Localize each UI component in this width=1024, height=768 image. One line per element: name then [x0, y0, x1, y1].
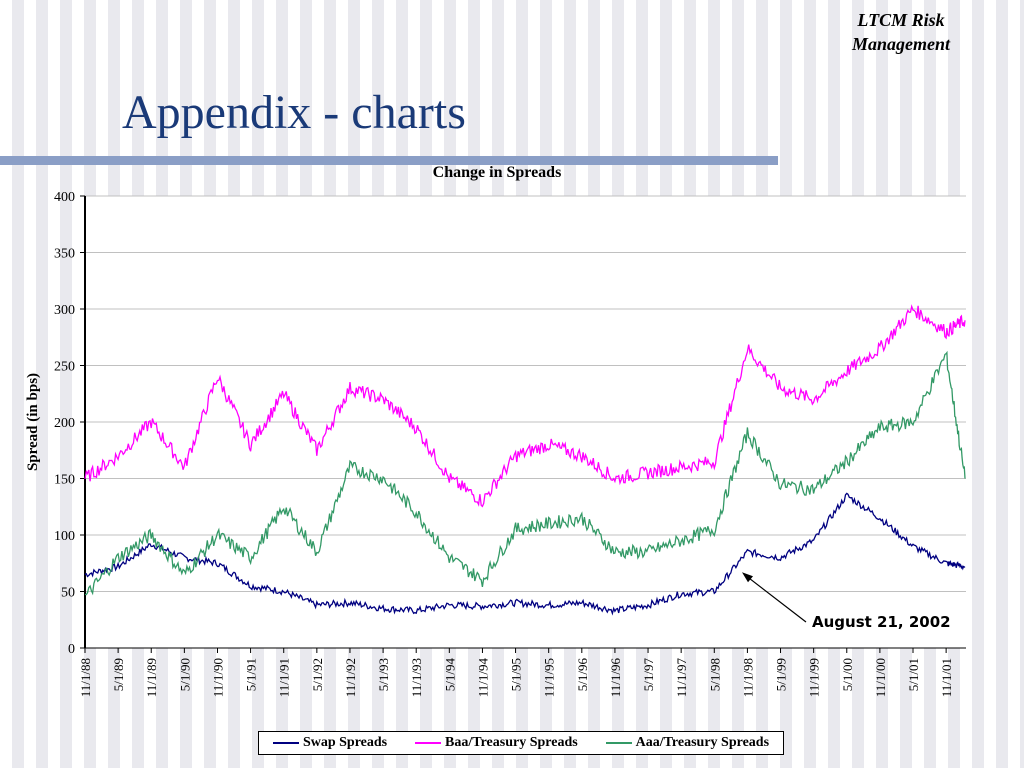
y-tick-label: 400 [54, 190, 75, 205]
presenter-label: LTCM Risk Management [826, 8, 976, 56]
x-tick-label: 5/1/97 [641, 658, 656, 692]
x-tick-label: 5/1/89 [111, 658, 126, 691]
x-tick-label: 11/1/97 [674, 658, 689, 698]
x-tick-label: 11/1/99 [807, 658, 822, 697]
x-tick-label: 11/1/90 [210, 658, 225, 697]
y-tick-label: 200 [54, 416, 75, 431]
y-tick-label: 50 [61, 586, 75, 601]
x-tick-label: 5/1/90 [177, 658, 192, 691]
legend-swatch-swap [272, 742, 299, 744]
y-axis-label: Spread (in bps) [25, 373, 41, 471]
x-tick-label: 5/1/00 [840, 658, 855, 691]
legend-item-aaa: Aaa/Treasury Spreads [605, 735, 770, 751]
x-tick-label: 5/1/92 [310, 658, 325, 691]
series-line-0 [84, 492, 966, 616]
title-rule [0, 156, 778, 165]
annotation-arrow-line [747, 576, 807, 623]
y-tick-label: 0 [68, 642, 75, 657]
x-tick-label: 11/1/91 [277, 658, 292, 697]
x-tick-label: 5/1/94 [442, 658, 457, 692]
x-tick-label: 11/1/88 [78, 658, 93, 697]
x-tick-label: 11/1/00 [873, 658, 888, 697]
x-tick-label: 5/1/01 [906, 658, 921, 691]
x-tick-label: 11/1/89 [144, 658, 159, 697]
x-tick-label: 11/1/95 [542, 658, 557, 697]
x-tick-label: 11/1/01 [939, 658, 954, 697]
y-tick-label: 300 [54, 303, 75, 318]
x-tick-label: 5/1/93 [376, 658, 391, 691]
legend-label-aaa: Aaa/Treasury Spreads [635, 735, 770, 750]
x-tick-label: 11/1/92 [343, 658, 358, 697]
series-line-2 [84, 350, 966, 596]
x-tick-label: 5/1/96 [575, 658, 590, 692]
legend-label-swap: Swap Spreads [302, 735, 388, 750]
y-tick-label: 350 [54, 247, 75, 262]
series-line-1 [84, 304, 966, 508]
legend-item-baa: Baa/Treasury Spreads [415, 735, 578, 751]
presenter-line-1: LTCM Risk [857, 10, 945, 30]
x-tick-label: 11/1/93 [409, 658, 424, 697]
chart-legend: Swap Spreads Baa/Treasury Spreads Aaa/Tr… [258, 731, 784, 755]
x-tick-label: 11/1/94 [475, 658, 490, 698]
annotation-text: August 21, 2002 [812, 613, 951, 631]
legend-swatch-baa [415, 742, 442, 744]
x-tick-label: 5/1/99 [774, 658, 789, 691]
y-tick-label: 150 [54, 473, 75, 488]
x-tick-label: 11/1/98 [740, 658, 755, 697]
x-tick-label: 5/1/91 [244, 658, 259, 691]
y-tick-label: 250 [54, 360, 75, 375]
presenter-line-2: Management [851, 34, 950, 54]
y-tick-label: 100 [54, 529, 75, 544]
legend-item-swap: Swap Spreads [272, 735, 388, 751]
legend-swatch-aaa [605, 742, 632, 744]
chart-title: Change in Spreads [432, 164, 562, 181]
x-tick-label: 11/1/96 [608, 658, 623, 698]
legend-label-baa: Baa/Treasury Spreads [445, 735, 578, 750]
annotation-arrow-head [742, 572, 753, 583]
slide-title: Appendix - charts [122, 86, 466, 139]
x-tick-label: 5/1/95 [509, 658, 524, 691]
x-tick-label: 5/1/98 [707, 658, 722, 691]
